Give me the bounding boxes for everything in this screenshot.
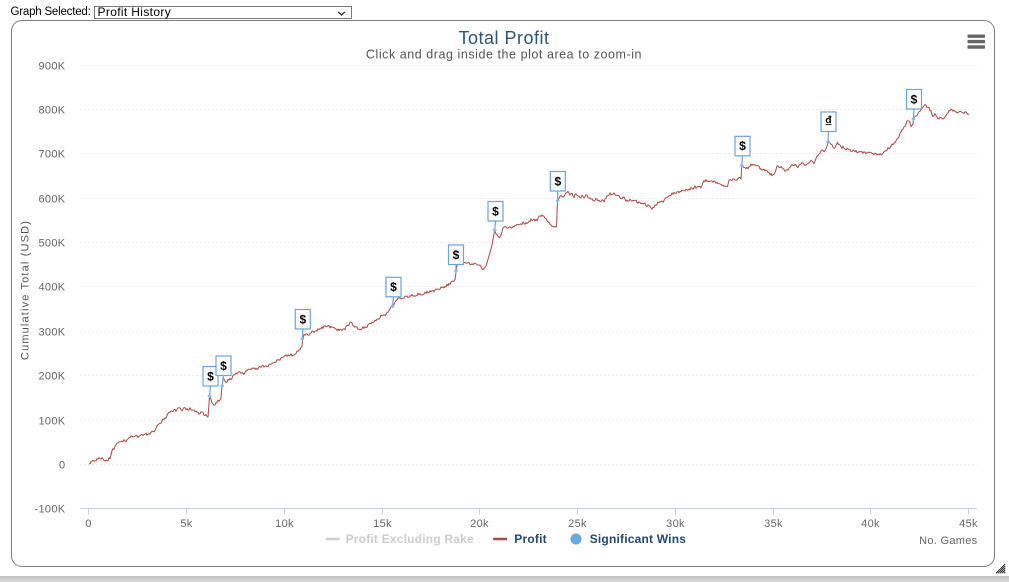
- svg-text:Click and drag inside the plot: Click and drag inside the plot area to z…: [366, 47, 642, 61]
- svg-text:$: $: [911, 92, 918, 106]
- svg-text:Profit Excluding Rake: Profit Excluding Rake: [346, 532, 474, 546]
- svg-text:400K: 400K: [39, 281, 66, 293]
- svg-text:35k: 35k: [764, 518, 783, 530]
- svg-text:$: $: [492, 204, 499, 218]
- svg-text:40k: 40k: [861, 518, 880, 530]
- svg-text:25k: 25k: [568, 518, 587, 530]
- svg-text:$: $: [453, 248, 460, 262]
- svg-text:$: $: [220, 359, 227, 373]
- svg-text:-100K: -100K: [35, 503, 66, 515]
- svg-text:30k: 30k: [666, 518, 685, 530]
- svg-text:300K: 300K: [39, 326, 66, 338]
- svg-text:$: $: [554, 174, 561, 188]
- svg-text:Cumulative Total (USD): Cumulative Total (USD): [20, 220, 32, 360]
- svg-text:45k: 45k: [959, 518, 978, 530]
- svg-text:$: $: [299, 312, 306, 326]
- svg-text:200K: 200K: [39, 370, 66, 382]
- svg-text:$: $: [739, 139, 746, 153]
- svg-text:5k: 5k: [180, 518, 192, 530]
- svg-text:Significant Wins: Significant Wins: [590, 532, 687, 546]
- svg-text:$: $: [390, 280, 397, 294]
- svg-text:100K: 100K: [39, 415, 66, 427]
- svg-text:0: 0: [85, 518, 91, 530]
- svg-text:₫: ₫: [825, 115, 832, 131]
- svg-text:800K: 800K: [39, 104, 66, 116]
- svg-text:15k: 15k: [373, 518, 392, 530]
- svg-text:600K: 600K: [39, 193, 66, 205]
- svg-text:$: $: [207, 369, 214, 383]
- svg-text:10k: 10k: [275, 518, 294, 530]
- svg-text:20k: 20k: [470, 518, 489, 530]
- svg-text:No. Games: No. Games: [919, 535, 978, 547]
- svg-text:700K: 700K: [39, 148, 66, 160]
- svg-text:900K: 900K: [39, 60, 66, 72]
- svg-text:Profit: Profit: [514, 532, 547, 546]
- svg-text:500K: 500K: [39, 237, 66, 249]
- svg-text:Total Profit: Total Profit: [458, 28, 549, 48]
- svg-text:0: 0: [59, 459, 65, 471]
